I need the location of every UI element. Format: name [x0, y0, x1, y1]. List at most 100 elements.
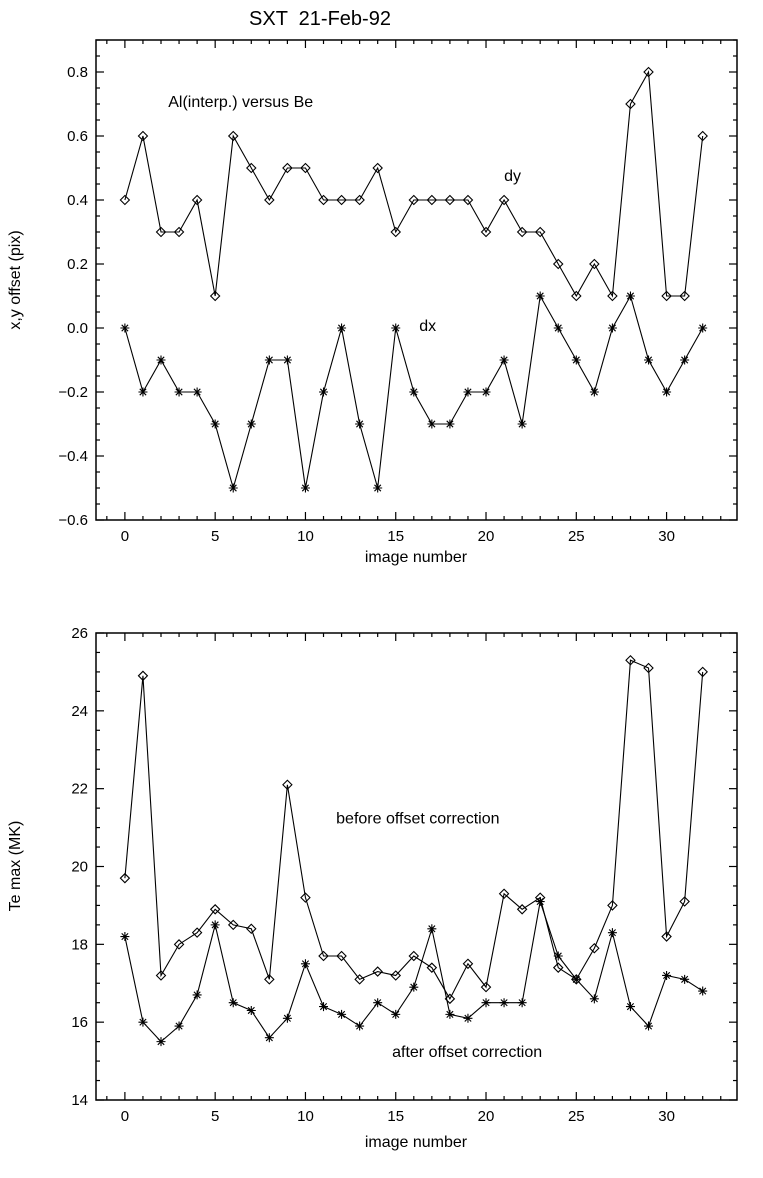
asterisk-marker: [373, 998, 383, 1008]
y-tick-label: −0.4: [58, 448, 88, 465]
asterisk-marker: [391, 1009, 401, 1019]
diamond-marker: [336, 950, 347, 962]
annotation: after offset correction: [392, 1044, 542, 1061]
asterisk-marker: [192, 990, 202, 1000]
asterisk-marker: [138, 387, 148, 397]
diamond-marker: [679, 896, 690, 907]
diamond-marker: [264, 194, 275, 206]
y-tick-label: −0.2: [58, 384, 88, 401]
asterisk-marker: [680, 974, 690, 984]
asterisk-marker: [625, 291, 635, 301]
diamond-marker: [589, 942, 600, 954]
diamond-marker: [137, 130, 149, 142]
series-line: [124, 659, 704, 1000]
y-tick-label: 0.2: [67, 256, 88, 273]
annotation: dx: [419, 318, 436, 335]
asterisk-marker: [337, 1009, 347, 1019]
asterisk-marker: [463, 387, 473, 397]
diamond-marker: [516, 226, 528, 238]
diamond-marker: [607, 900, 618, 911]
x-tick-label: 5: [211, 528, 219, 545]
diamond-marker: [354, 974, 365, 985]
diamond-marker: [625, 654, 636, 666]
diamond-marker: [534, 226, 546, 238]
asterisk-marker: [662, 387, 672, 397]
asterisk-marker: [337, 323, 347, 333]
diamond-marker: [462, 958, 474, 970]
y-tick-label: 24: [71, 703, 88, 720]
asterisk-marker: [517, 419, 527, 429]
diamond-marker: [227, 130, 239, 142]
asterisk-marker: [571, 974, 581, 984]
y-axis-label: Te max (MK): [7, 821, 24, 912]
asterisk-marker: [698, 986, 708, 996]
diamond-marker: [173, 226, 185, 238]
asterisk-marker: [553, 951, 563, 961]
diamond-marker: [498, 888, 510, 900]
diamond-marker: [552, 962, 564, 973]
diamond-marker: [119, 872, 131, 884]
diamond-marker: [643, 66, 654, 78]
diamond-marker: [697, 130, 708, 142]
y-tick-label: 0.0: [67, 320, 88, 337]
x-tick-label: 0: [121, 1108, 129, 1125]
temperature-chart-svg: 0 5 10 15 20 25 30 14 16 18 20 22 24 26 before offset …: [7, 625, 738, 1151]
asterisk-marker: [607, 323, 617, 333]
diamond-marker: [697, 666, 708, 678]
diamond-marker: [589, 258, 600, 270]
asterisk-marker: [698, 323, 708, 333]
diamond-marker: [643, 662, 654, 674]
diamond-marker: [191, 194, 203, 206]
series-line: [124, 70, 704, 298]
y-tick-label: 14: [71, 1092, 88, 1109]
y-tick-label: 20: [71, 859, 88, 876]
y-tick-label: 18: [71, 936, 88, 953]
diamond-marker: [354, 194, 365, 206]
diamond-marker: [661, 290, 672, 302]
asterisk-marker: [210, 419, 220, 429]
asterisk-marker: [174, 387, 184, 397]
asterisk-marker: [481, 387, 491, 397]
asterisk-marker: [264, 355, 274, 365]
diamond-marker: [282, 162, 293, 174]
diamond-marker: [480, 981, 492, 993]
diamond-marker: [264, 974, 275, 985]
x-axis-label: image number: [365, 1134, 468, 1151]
diamond-marker: [571, 290, 582, 302]
x-tick-label: 25: [568, 528, 585, 545]
diamond-marker: [607, 290, 618, 302]
diamond-marker: [318, 950, 329, 962]
diamond-marker: [426, 194, 438, 206]
asterisk-marker: [282, 355, 292, 365]
asterisk-marker: [499, 998, 509, 1008]
diamond-marker: [137, 670, 149, 682]
asterisk-marker: [138, 1017, 148, 1027]
asterisk-marker: [174, 1021, 184, 1031]
asterisk-marker: [246, 1005, 256, 1015]
asterisk-marker: [373, 483, 383, 493]
asterisk-marker: [607, 928, 617, 938]
asterisk-marker: [571, 355, 581, 365]
y-tick-label: 0.6: [67, 128, 88, 145]
x-tick-label: 5: [211, 1108, 219, 1125]
asterisk-marker: [625, 1002, 635, 1012]
x-tick-label: 15: [387, 1108, 404, 1125]
asterisk-marker: [246, 419, 256, 429]
asterisk-marker: [156, 1037, 166, 1047]
diamond-marker: [227, 919, 239, 931]
x-tick-label: 30: [658, 528, 675, 545]
diamond-marker: [462, 194, 474, 206]
diamond-marker: [661, 931, 672, 942]
diamond-marker: [209, 290, 221, 302]
asterisk-marker: [300, 483, 310, 493]
diamond-marker: [336, 194, 347, 206]
plot-frame: [95, 632, 738, 1101]
annotation: before offset correction: [336, 811, 499, 828]
asterisk-marker: [481, 998, 491, 1008]
diamond-marker: [300, 162, 311, 174]
asterisk-marker: [120, 323, 130, 333]
asterisk-marker: [427, 419, 437, 429]
diamond-marker: [318, 194, 329, 206]
x-tick-label: 20: [478, 1108, 495, 1125]
